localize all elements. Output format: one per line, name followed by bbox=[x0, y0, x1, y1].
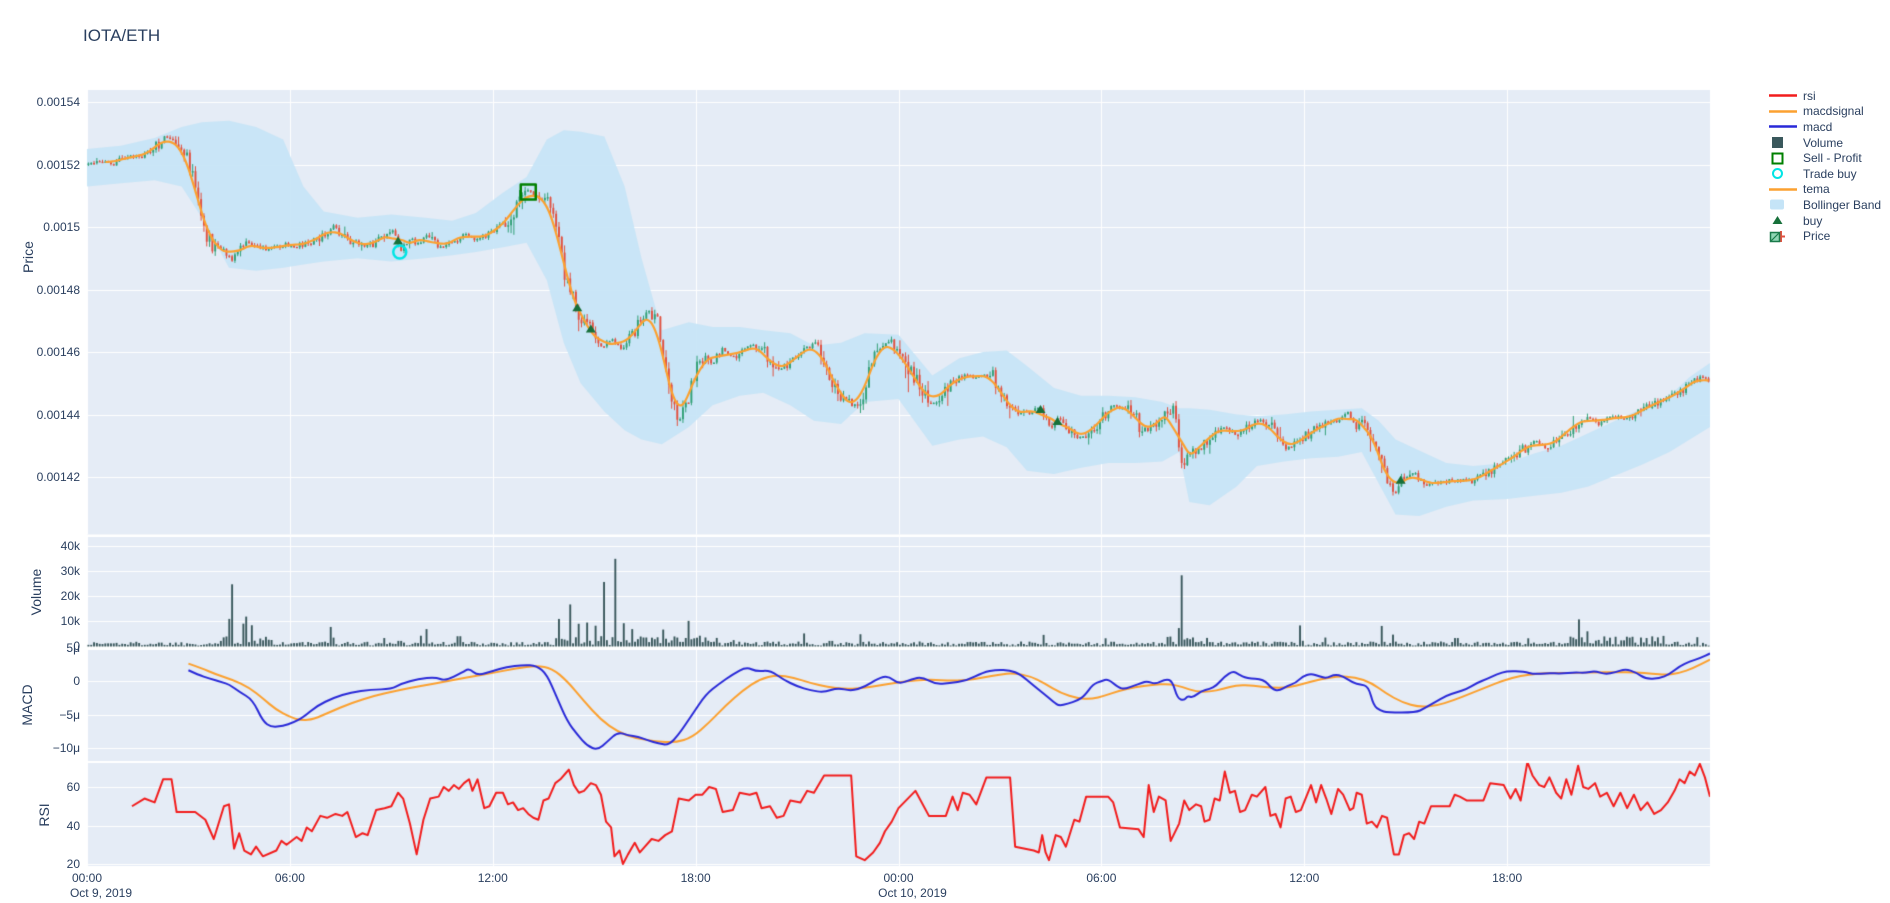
triangle-legend-icon bbox=[1772, 216, 1783, 225]
price-axis-title: Price bbox=[20, 241, 36, 273]
legend-item-buy[interactable]: buy bbox=[1768, 213, 1881, 229]
macd-axis-title: MACD bbox=[19, 684, 35, 726]
x-tick-label: 00:00 bbox=[71, 871, 103, 885]
x-date-label: Oct 10, 2019 bbox=[878, 886, 947, 900]
legend-item-tema[interactable]: tema bbox=[1768, 182, 1881, 198]
legend-label: tema bbox=[1803, 182, 1830, 197]
line-legend-icon bbox=[1769, 110, 1797, 113]
line-legend-icon bbox=[1769, 94, 1797, 98]
x-tick-label: 06:00 bbox=[274, 871, 305, 885]
legend-label: Price bbox=[1803, 229, 1831, 244]
legend-label: buy bbox=[1803, 213, 1823, 228]
band-legend-icon bbox=[1770, 199, 1784, 210]
square-open-legend-icon bbox=[1771, 152, 1784, 165]
line-legend-icon bbox=[1769, 188, 1797, 191]
legend-symbol bbox=[1768, 152, 1798, 165]
volume-tick-label: 40k bbox=[60, 539, 80, 553]
legend-symbol bbox=[1768, 105, 1798, 118]
square-legend-icon bbox=[1772, 137, 1783, 149]
x-tick-label: 18:00 bbox=[1492, 871, 1523, 885]
macd-tick-label: −10μ bbox=[52, 741, 80, 755]
legend-label: Trade buy bbox=[1803, 166, 1857, 181]
rsi-tick-label: 40 bbox=[66, 818, 80, 833]
legend-symbol bbox=[1768, 183, 1798, 196]
legend-item-macdsignal[interactable]: macdsignal bbox=[1768, 104, 1881, 120]
price-tick-label: 0.00152 bbox=[36, 157, 80, 172]
legend-item-bollinger-band[interactable]: Bollinger Band bbox=[1768, 197, 1881, 213]
x-tick-label: 12:00 bbox=[1289, 871, 1320, 885]
line-legend-icon bbox=[1769, 125, 1797, 129]
legend-symbol bbox=[1768, 167, 1798, 180]
x-tick-label: 12:00 bbox=[477, 871, 508, 885]
circle-open-legend-icon bbox=[1772, 168, 1783, 180]
legend-item-macd[interactable]: macd bbox=[1768, 119, 1881, 135]
x-tick-label: 06:00 bbox=[1086, 871, 1117, 885]
macd-tick-label: 0 bbox=[73, 674, 80, 688]
price-tick-label: 0.0015 bbox=[43, 220, 80, 234]
x-date-label: Oct 9, 2019 bbox=[69, 886, 133, 900]
price-tick-label: 0.00142 bbox=[36, 470, 80, 484]
macd-tick-label: −5μ bbox=[59, 707, 80, 722]
legend-symbol bbox=[1768, 89, 1798, 102]
legend-item-volume[interactable]: Volume bbox=[1768, 135, 1881, 151]
legend-symbol bbox=[1768, 230, 1798, 243]
volume-axis-title: Volume bbox=[28, 568, 44, 616]
volume-tick-label: 0 bbox=[73, 639, 80, 653]
chart-title: IOTA/ETH bbox=[83, 26, 161, 45]
x-tick-label: 18:00 bbox=[680, 871, 711, 885]
candle-legend-icon bbox=[1769, 230, 1785, 242]
legend-symbol bbox=[1768, 198, 1798, 211]
x-tick-label: 00:00 bbox=[883, 871, 914, 885]
legend-item-sell-profit[interactable]: Sell - Profit bbox=[1768, 150, 1881, 166]
legend-item-rsi[interactable]: rsi bbox=[1768, 88, 1881, 104]
legend-label: macd bbox=[1803, 119, 1833, 134]
legend-item-price[interactable]: Price bbox=[1768, 228, 1881, 244]
legend-item-trade-buy[interactable]: Trade buy bbox=[1768, 166, 1881, 182]
legend-symbol bbox=[1768, 120, 1798, 133]
legend-label: Sell - Profit bbox=[1803, 151, 1862, 166]
legend-label: rsi bbox=[1803, 88, 1816, 103]
volume-tick-label: 20k bbox=[60, 589, 80, 603]
legend-symbol bbox=[1768, 136, 1798, 149]
legend-symbol bbox=[1768, 214, 1798, 227]
price-tick-label: 0.00154 bbox=[36, 95, 80, 109]
legend-label: macdsignal bbox=[1803, 104, 1864, 119]
price-tick-label: 0.00148 bbox=[36, 282, 80, 297]
volume-tick-label: 10k bbox=[60, 614, 80, 628]
legend: rsi macdsignal macd Volume Sell - Profit Trad… bbox=[1768, 88, 1881, 244]
legend-label: Bollinger Band bbox=[1803, 197, 1882, 212]
macd-tick-label: 5μ bbox=[66, 640, 80, 655]
volume-tick-label: 30k bbox=[60, 564, 80, 578]
price-tick-label: 0.00146 bbox=[36, 345, 80, 359]
legend-label: Volume bbox=[1803, 135, 1844, 150]
price-tick-label: 0.00144 bbox=[36, 407, 80, 422]
rsi-axis-title: RSI bbox=[36, 803, 52, 827]
rsi-tick-label: 60 bbox=[66, 780, 80, 794]
rsi-tick-label: 20 bbox=[66, 857, 80, 871]
